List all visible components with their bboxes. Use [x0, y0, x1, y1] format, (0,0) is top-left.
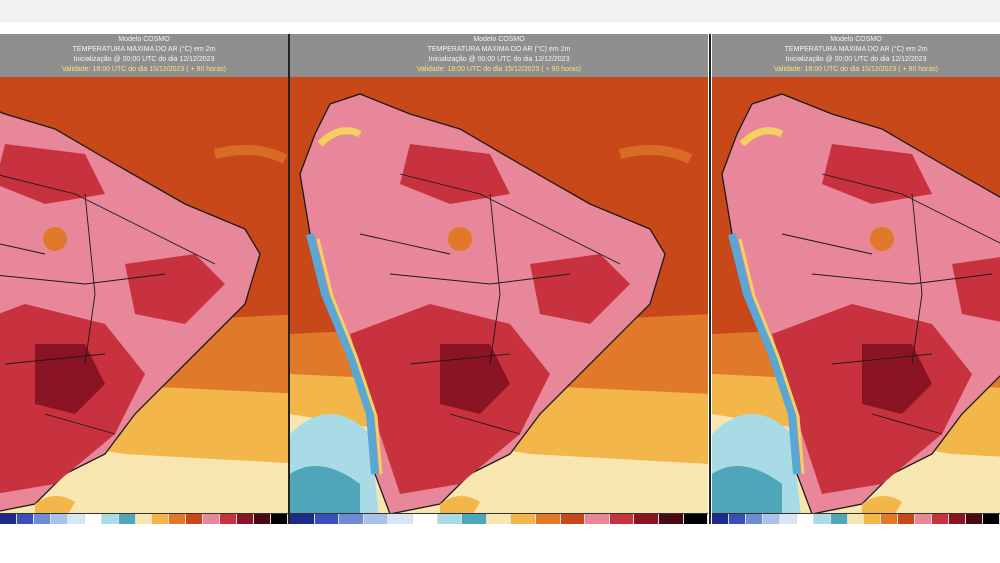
legend-swatch	[683, 514, 708, 524]
legend-swatch	[762, 514, 780, 524]
legend-swatch	[779, 514, 797, 524]
legend-swatch	[609, 514, 635, 524]
init-time: Inicialização @ 00:00 UTC do dia 12/12/2…	[785, 56, 927, 63]
init-time: Inicialização @ 00:00 UTC do dia 12/12/2…	[428, 56, 570, 63]
valid-time: Validade: 18:00 UTC do dia 15/12/2023 ( …	[416, 66, 582, 73]
model-label: Modelo COSMO	[118, 36, 170, 43]
legend-swatch	[363, 514, 389, 524]
init-time: Inicialização @ 00:00 UTC do dia 12/12/2…	[73, 56, 215, 63]
legend-swatch	[898, 514, 916, 524]
legend-swatch	[796, 514, 814, 524]
model-label: Modelo COSMO	[830, 36, 882, 43]
color-legend	[290, 513, 708, 524]
legend-swatch	[237, 514, 255, 524]
legend-swatch	[169, 514, 187, 524]
legend-swatch	[67, 514, 85, 524]
legend-swatch	[412, 514, 438, 524]
legend-swatch	[745, 514, 763, 524]
legend-swatch	[966, 514, 983, 524]
legend-swatch	[511, 514, 536, 524]
legend-swatch	[486, 514, 512, 524]
legend-swatch	[658, 514, 684, 524]
legend-swatch	[560, 514, 586, 524]
legend-swatch	[881, 514, 899, 524]
legend-swatch	[220, 514, 238, 524]
temperature-map	[712, 34, 1000, 524]
legend-swatch	[101, 514, 119, 524]
legend-swatch	[830, 514, 848, 524]
legend-swatch	[847, 514, 865, 524]
map-header: Modelo COSMO TEMPERATURA MÁXIMA DO AR (°C…	[290, 34, 708, 77]
panel-divider	[288, 34, 290, 524]
top-bar	[0, 0, 1000, 22]
map-title: TEMPERATURA MÁXIMA DO AR (°C) em 2m	[72, 46, 216, 53]
legend-swatch	[462, 514, 487, 524]
legend-swatch	[535, 514, 561, 524]
legend-swatch	[84, 514, 102, 524]
color-legend	[0, 513, 288, 524]
valid-time: Validade: 18:00 UTC do dia 15/12/2023 ( …	[773, 66, 939, 73]
map-panel: Modelo COSMO TEMPERATURA MÁXIMA DO AR (°C…	[290, 34, 708, 524]
legend-swatch	[186, 514, 204, 524]
legend-swatch	[50, 514, 68, 524]
map-header: Modelo COSMO TEMPERATURA MÁXIMA DO AR (°C…	[712, 34, 1000, 77]
model-label: Modelo COSMO	[473, 36, 525, 43]
color-legend	[712, 513, 1000, 524]
valid-time: Validade: 18:00 UTC do dia 15/12/2023 ( …	[61, 66, 227, 73]
legend-swatch	[813, 514, 831, 524]
legend-swatch	[728, 514, 746, 524]
legend-swatch	[949, 514, 967, 524]
legend-swatch	[152, 514, 170, 524]
legend-swatch	[135, 514, 153, 524]
map-header: Modelo COSMO TEMPERATURA MÁXIMA DO AR (°C…	[0, 34, 288, 77]
legend-swatch	[864, 514, 882, 524]
legend-swatch	[271, 514, 288, 524]
legend-swatch	[712, 514, 729, 524]
legend-swatch	[932, 514, 950, 524]
legend-swatch	[16, 514, 34, 524]
legend-swatch	[254, 514, 271, 524]
legend-swatch	[290, 514, 315, 524]
legend-swatch	[314, 514, 340, 524]
legend-swatch	[203, 514, 221, 524]
legend-swatch	[118, 514, 136, 524]
legend-swatch	[915, 514, 933, 524]
map-panel: Modelo COSMO TEMPERATURA MÁXIMA DO AR (°C…	[0, 34, 288, 524]
panel-divider	[709, 34, 711, 524]
legend-swatch	[33, 514, 51, 524]
legend-swatch	[437, 514, 463, 524]
map-title: TEMPERATURA MÁXIMA DO AR (°C) em 2m	[784, 46, 928, 53]
legend-swatch	[585, 514, 610, 524]
legend-swatch	[339, 514, 364, 524]
temperature-map	[0, 34, 288, 524]
temperature-map	[290, 34, 708, 524]
legend-swatch	[983, 514, 1000, 524]
legend-swatch	[388, 514, 413, 524]
map-panel: Modelo COSMO TEMPERATURA MÁXIMA DO AR (°C…	[712, 34, 1000, 524]
legend-swatch	[0, 514, 17, 524]
legend-swatch	[634, 514, 659, 524]
map-title: TEMPERATURA MÁXIMA DO AR (°C) em 2m	[427, 46, 571, 53]
